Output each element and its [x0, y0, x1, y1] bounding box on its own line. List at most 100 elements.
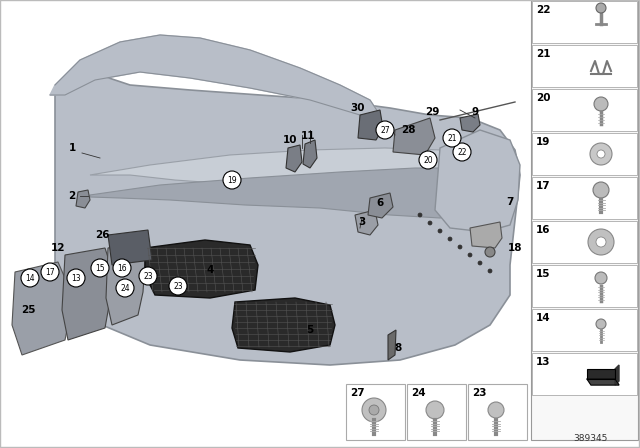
- Text: 12: 12: [51, 243, 65, 253]
- Circle shape: [588, 229, 614, 255]
- Circle shape: [426, 401, 444, 419]
- Circle shape: [478, 261, 482, 265]
- Polygon shape: [587, 379, 619, 385]
- Polygon shape: [50, 35, 380, 120]
- Bar: [532, 1, 637, 43]
- Text: 21: 21: [447, 134, 457, 142]
- Text: 20: 20: [423, 155, 433, 164]
- Circle shape: [67, 269, 85, 287]
- Circle shape: [597, 150, 605, 158]
- Circle shape: [369, 405, 379, 415]
- Polygon shape: [303, 140, 317, 168]
- Circle shape: [596, 319, 606, 329]
- Circle shape: [419, 151, 437, 169]
- Bar: [532, 221, 637, 263]
- Circle shape: [458, 245, 462, 249]
- Text: 8: 8: [394, 343, 402, 353]
- Bar: [468, 384, 527, 440]
- Circle shape: [593, 182, 609, 198]
- Bar: [346, 384, 405, 440]
- Polygon shape: [470, 222, 502, 248]
- Polygon shape: [12, 262, 70, 355]
- Text: 17: 17: [45, 267, 55, 276]
- Text: 19: 19: [227, 176, 237, 185]
- Text: 25: 25: [20, 305, 35, 315]
- Text: 1: 1: [68, 143, 76, 153]
- Bar: [532, 265, 637, 307]
- Circle shape: [418, 213, 422, 217]
- Bar: [532, 177, 637, 219]
- Text: 18: 18: [508, 243, 522, 253]
- Polygon shape: [460, 114, 480, 132]
- Bar: [532, 353, 637, 395]
- Polygon shape: [90, 148, 510, 215]
- Text: 24: 24: [411, 388, 426, 398]
- Text: 17: 17: [536, 181, 550, 191]
- Circle shape: [376, 121, 394, 139]
- Circle shape: [453, 143, 471, 161]
- Text: 13: 13: [536, 357, 550, 367]
- Polygon shape: [55, 70, 520, 365]
- Polygon shape: [393, 118, 435, 155]
- Text: 30: 30: [351, 103, 365, 113]
- Text: 11: 11: [301, 131, 316, 141]
- Circle shape: [116, 279, 134, 297]
- Polygon shape: [355, 210, 378, 235]
- Circle shape: [428, 221, 432, 225]
- Polygon shape: [358, 110, 383, 140]
- Circle shape: [485, 247, 495, 257]
- Text: 16: 16: [117, 263, 127, 272]
- Text: 4: 4: [206, 265, 214, 275]
- Polygon shape: [108, 230, 152, 265]
- Circle shape: [596, 3, 606, 13]
- Polygon shape: [90, 168, 500, 218]
- Text: 389345: 389345: [573, 434, 607, 443]
- Bar: [532, 45, 637, 87]
- Circle shape: [139, 267, 157, 285]
- Circle shape: [488, 402, 504, 418]
- Text: 27: 27: [380, 125, 390, 134]
- Bar: [532, 133, 637, 175]
- Circle shape: [223, 171, 241, 189]
- Circle shape: [41, 263, 59, 281]
- Bar: [531, 0, 638, 440]
- Polygon shape: [286, 145, 302, 172]
- Circle shape: [590, 143, 612, 165]
- Text: 29: 29: [425, 107, 439, 117]
- Circle shape: [21, 269, 39, 287]
- Bar: [532, 89, 637, 131]
- Text: 19: 19: [536, 137, 550, 147]
- Text: 22: 22: [536, 5, 550, 15]
- Bar: [532, 309, 637, 351]
- Polygon shape: [76, 190, 90, 208]
- Polygon shape: [435, 130, 520, 232]
- Polygon shape: [62, 248, 112, 340]
- Text: 13: 13: [71, 273, 81, 283]
- Circle shape: [91, 259, 109, 277]
- Text: 20: 20: [536, 93, 550, 103]
- Text: 7: 7: [506, 197, 514, 207]
- Polygon shape: [106, 242, 145, 325]
- Circle shape: [169, 277, 187, 295]
- Polygon shape: [232, 298, 335, 352]
- Text: 6: 6: [376, 198, 383, 208]
- Polygon shape: [368, 193, 393, 218]
- Text: 15: 15: [536, 269, 550, 279]
- Circle shape: [438, 229, 442, 233]
- Text: 23: 23: [143, 271, 153, 280]
- Circle shape: [443, 129, 461, 147]
- Polygon shape: [145, 240, 258, 298]
- Text: 14: 14: [536, 313, 550, 323]
- Circle shape: [468, 253, 472, 257]
- Polygon shape: [615, 365, 619, 385]
- Text: 21: 21: [536, 49, 550, 59]
- Text: 16: 16: [536, 225, 550, 235]
- Bar: [587, 369, 615, 379]
- Text: 27: 27: [350, 388, 365, 398]
- Circle shape: [362, 398, 386, 422]
- Circle shape: [595, 272, 607, 284]
- Polygon shape: [388, 330, 396, 360]
- Text: 23: 23: [173, 281, 183, 290]
- Circle shape: [448, 237, 452, 241]
- Text: 26: 26: [95, 230, 109, 240]
